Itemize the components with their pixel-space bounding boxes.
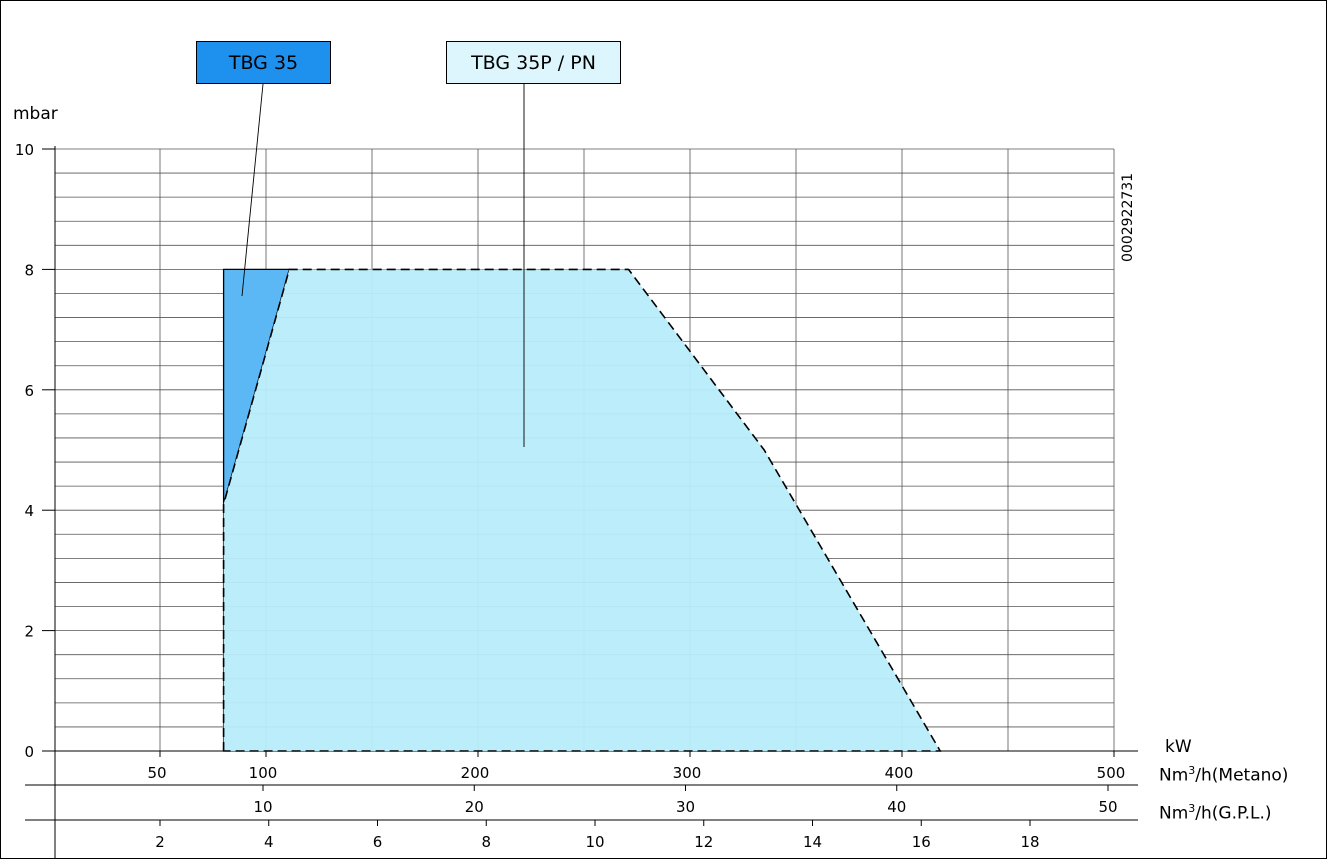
metano-tick-label: 30: [676, 798, 695, 816]
kw-tick-label: 100: [249, 764, 278, 782]
legend-label-tbg35: TBG 35: [196, 41, 331, 84]
kw-tick-label: 400: [885, 764, 914, 782]
gpl-tick-label: 2: [155, 833, 165, 851]
gpl-tick-label: 12: [694, 833, 713, 851]
kw-tick-label: 500: [1097, 764, 1126, 782]
y-tick-label: 6: [24, 382, 34, 400]
x-axis-unit-kw: kW: [1165, 737, 1192, 757]
kw-tick-label: 50: [147, 764, 166, 782]
document-code: 0002922731: [1120, 172, 1136, 262]
y-axis-unit: mbar: [13, 104, 58, 124]
metano-unit-rest: /h(Metano): [1195, 765, 1289, 786]
leader-line-tbg35: [241, 83, 264, 297]
gpl-tick-label: 14: [803, 833, 822, 851]
y-tick-label: 2: [24, 623, 34, 641]
gpl-tick-label: 6: [373, 833, 383, 851]
metano-tick-label: 10: [253, 798, 272, 816]
y-tick-label: 8: [24, 261, 34, 279]
y-tick-label: 4: [24, 502, 34, 520]
metano-unit-base: Nm: [1159, 765, 1189, 786]
kw-tick-label: 300: [673, 764, 702, 782]
gpl-unit-rest: /h(G.P.L.): [1195, 803, 1272, 824]
gpl-tick-label: 18: [1020, 833, 1039, 851]
kw-tick-label: 200: [461, 764, 490, 782]
series-area-tbg35p: [222, 268, 942, 752]
legend-label-tbg35p: TBG 35P / PN: [446, 41, 621, 84]
metano-tick-label: 40: [887, 798, 906, 816]
gpl-unit-base: Nm: [1159, 803, 1189, 824]
metano-unit-sup: 3: [1188, 764, 1196, 777]
gpl-unit-sup: 3: [1188, 802, 1196, 815]
gpl-tick-label: 4: [264, 833, 274, 851]
x-axis-unit-metano: Nm3/h(Metano): [1159, 764, 1288, 786]
gpl-tick-label: 16: [912, 833, 931, 851]
x-axis-unit-gpl: Nm3/h(G.P.L.): [1159, 802, 1272, 824]
gpl-tick-label: 8: [481, 833, 491, 851]
metano-tick-label: 20: [465, 798, 484, 816]
y-tick-label: 0: [24, 743, 34, 761]
metano-tick-label: 50: [1098, 798, 1117, 816]
y-tick-label: 10: [15, 141, 34, 159]
gpl-tick-label: 10: [585, 833, 604, 851]
